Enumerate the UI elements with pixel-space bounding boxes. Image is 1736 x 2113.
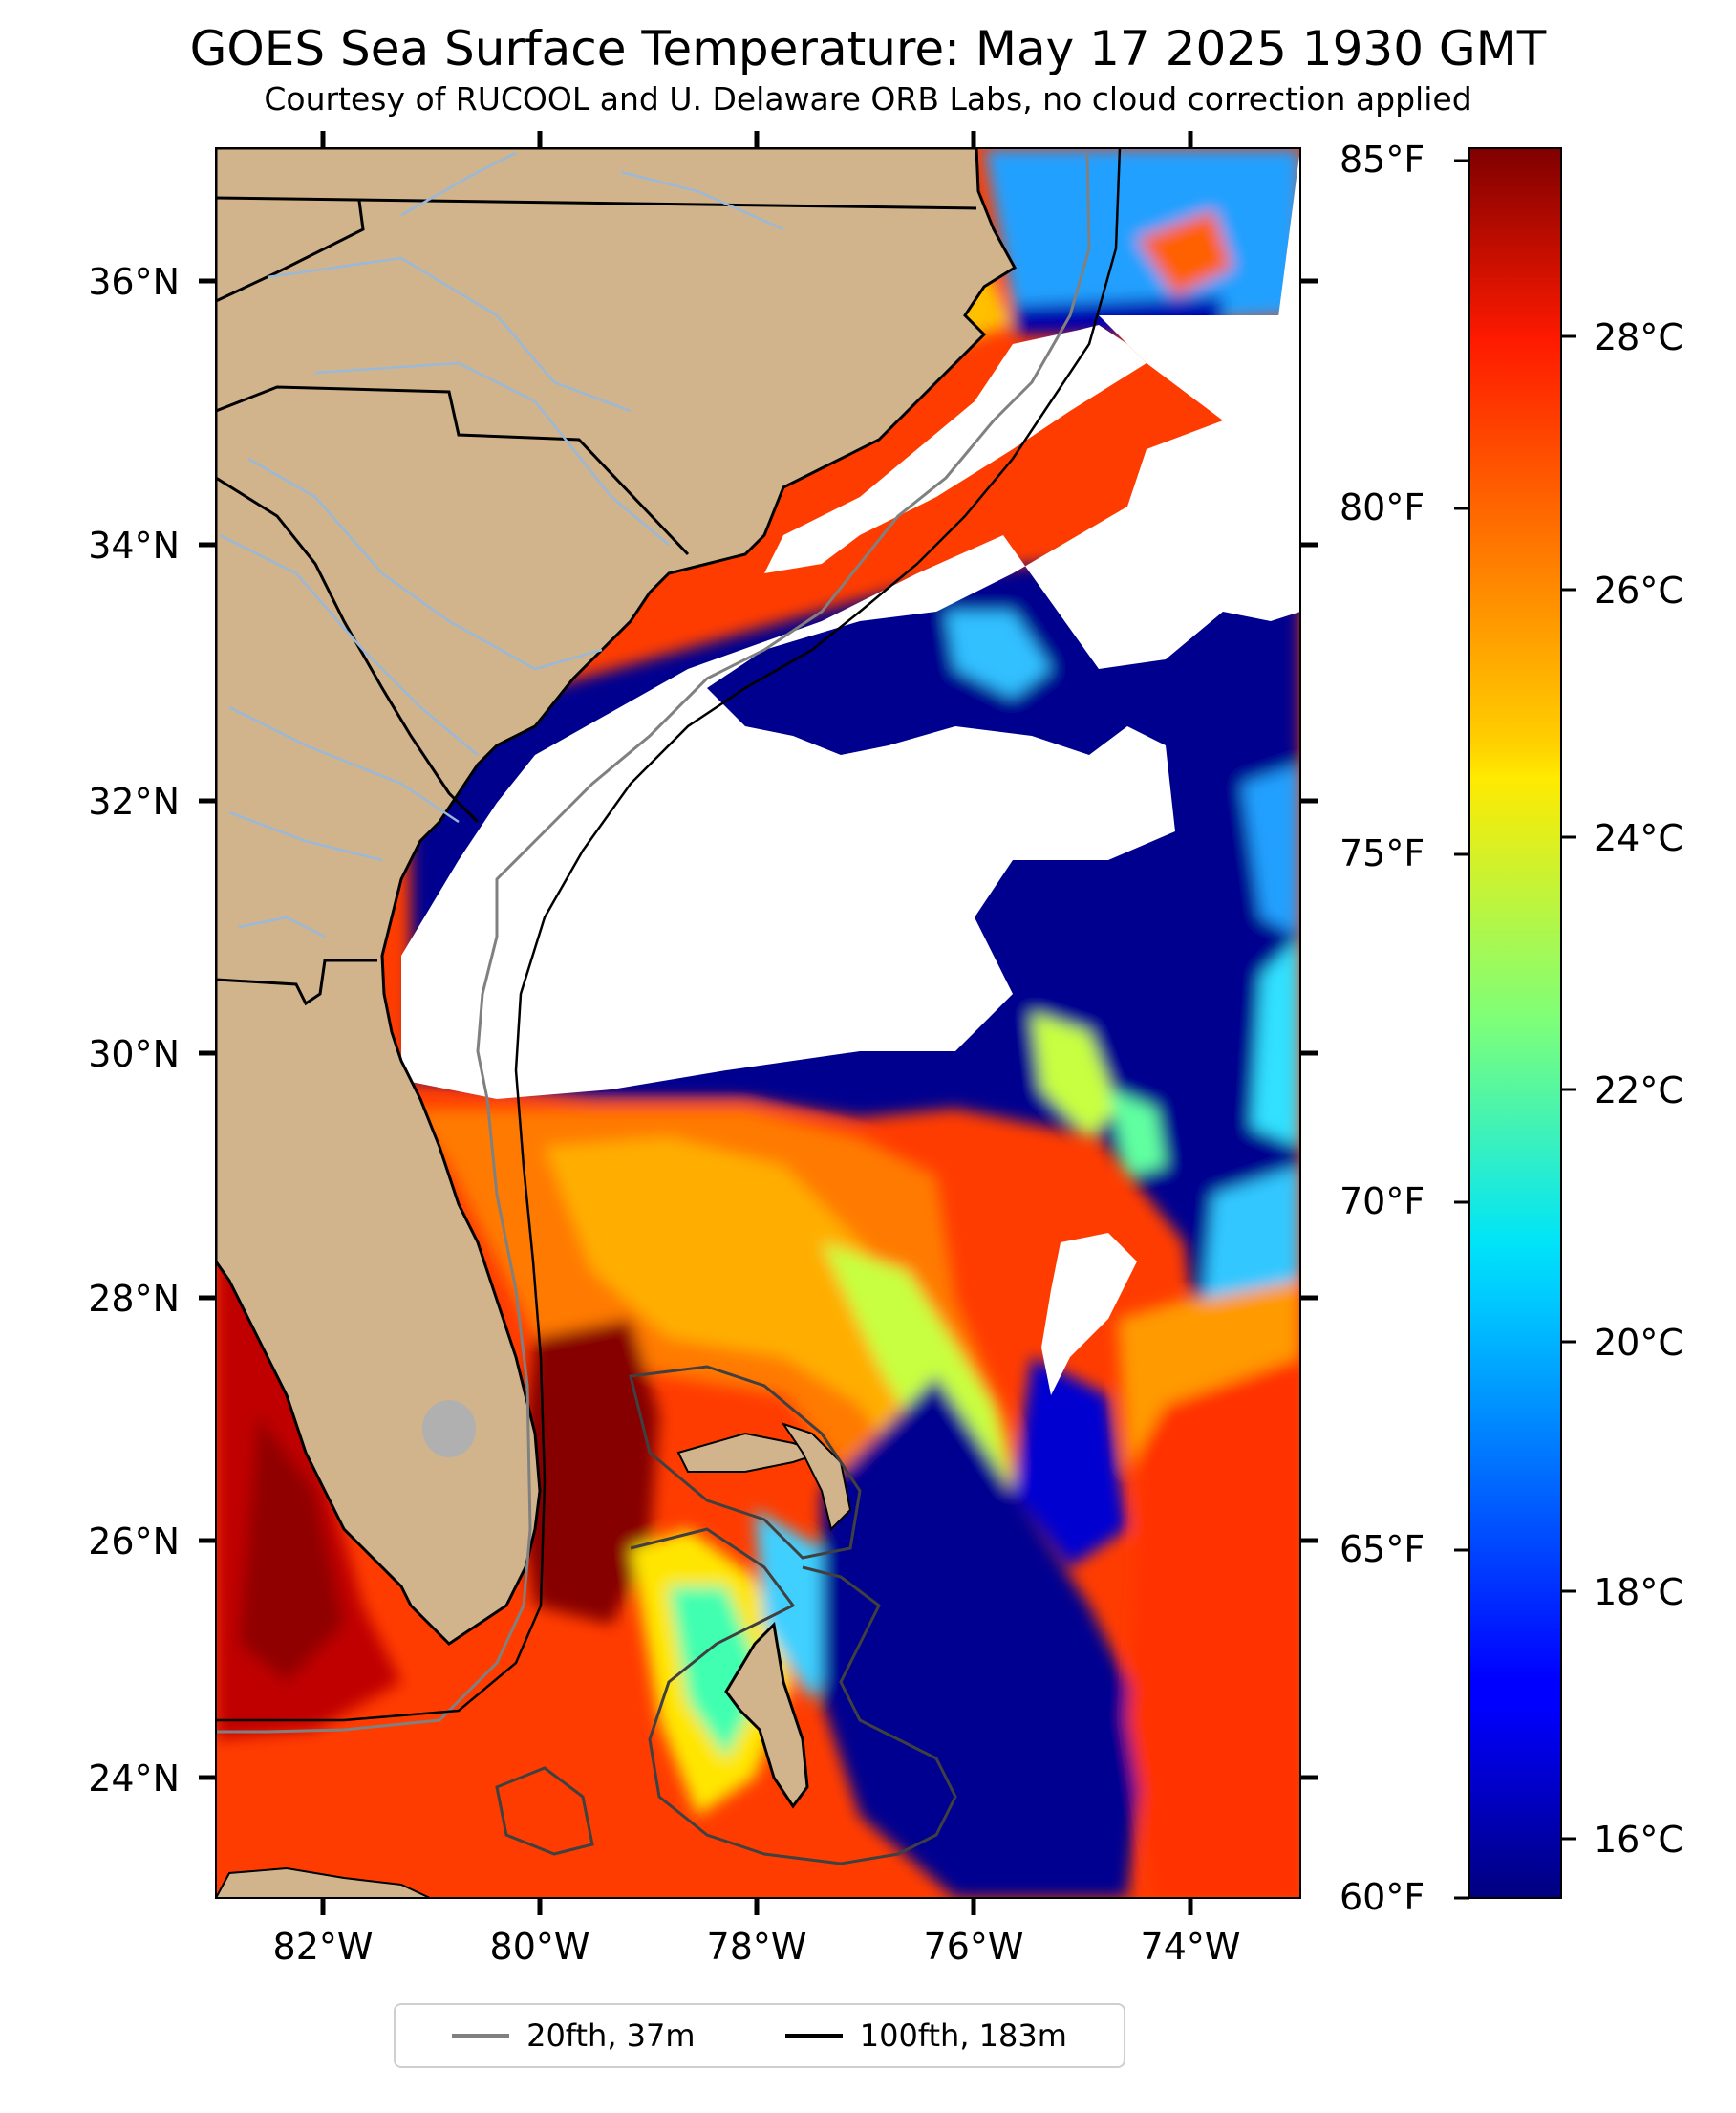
- colorbar-celsius-labels: 16°C 18°C 20°C 22°C 24°C 26°C 28°C: [1594, 316, 1683, 1861]
- lat-label-36: 36°N: [88, 261, 180, 303]
- chart-title: GOES Sea Surface Temperature: May 17 202…: [189, 21, 1547, 76]
- rivers: [219, 151, 784, 938]
- contour-grand-bahama-bank: [630, 1527, 957, 1865]
- lat-label-28: 28°N: [88, 1278, 180, 1320]
- land: [216, 148, 1017, 1898]
- f-label-70: 70°F: [1340, 1180, 1425, 1222]
- lon-label-82: 82°W: [273, 1926, 374, 1968]
- land-cuba: [216, 1866, 431, 1898]
- lat-label-26: 26°N: [88, 1520, 180, 1563]
- colorbar-fahrenheit-ticks: [1454, 159, 1469, 1900]
- lon-labels: 82°W 80°W 78°W 76°W 74°W: [273, 1926, 1241, 1968]
- legend-entry-100fth: 100fth, 183m: [784, 2017, 1067, 2054]
- lon-label-76: 76°W: [924, 1926, 1024, 1968]
- lat-labels: 36°N 34°N 32°N 30°N 28°N 26°N 24°N: [88, 261, 180, 1800]
- contour-100fth: [216, 148, 1122, 1722]
- lake-okeechobee: [422, 1400, 476, 1457]
- contour-bahamas-bank: [629, 1365, 862, 1560]
- lat-label-24: 24°N: [88, 1757, 180, 1800]
- legend-entry-20fth: 20fth, 37m: [452, 2017, 696, 2054]
- colorbar-celsius-ticks: [1561, 334, 1576, 1841]
- land-andros: [724, 1621, 809, 1809]
- lon-label-80: 80°W: [490, 1926, 590, 1968]
- land-abaco: [781, 1422, 852, 1531]
- f-label-65: 65°F: [1340, 1528, 1425, 1570]
- legend-line-20fth: [452, 2034, 510, 2038]
- c-label-16: 16°C: [1594, 1819, 1683, 1861]
- lat-label-30: 30°N: [88, 1033, 180, 1075]
- lon-label-74: 74°W: [1141, 1926, 1241, 1968]
- contour-20fth: [216, 152, 1091, 1734]
- bathymetry: [216, 148, 1122, 1865]
- legend-label-20fth: 20fth, 37m: [526, 2017, 696, 2054]
- c-label-28: 28°C: [1594, 316, 1683, 358]
- cloud-mask: [401, 148, 1300, 1395]
- c-label-20: 20°C: [1594, 1322, 1683, 1364]
- c-label-26: 26°C: [1594, 570, 1683, 612]
- lat-label-34: 34°N: [88, 525, 180, 567]
- legend-label-100fth: 100fth, 183m: [859, 2017, 1067, 2054]
- lon-label-78: 78°W: [707, 1926, 807, 1968]
- f-label-75: 75°F: [1340, 832, 1425, 874]
- legend: 20fth, 37m 100fth, 183m: [394, 2003, 1125, 2068]
- f-label-60: 60°F: [1340, 1876, 1425, 1918]
- land-us-mainland: [216, 148, 1017, 1646]
- colorbar-fahrenheit-labels: 60°F 65°F 70°F 75°F 80°F 85°F: [1340, 139, 1425, 1918]
- lat-label-32: 32°N: [88, 781, 180, 823]
- map-ticks: [199, 131, 1318, 1915]
- c-label-24: 24°C: [1594, 817, 1683, 859]
- state-borders: [216, 196, 977, 1006]
- contour-cay-sal: [495, 1766, 594, 1856]
- c-label-18: 18°C: [1594, 1571, 1683, 1613]
- colorbar: [1468, 147, 1562, 1899]
- legend-line-100fth: [784, 2034, 843, 2038]
- f-label-85: 85°F: [1340, 139, 1425, 181]
- c-label-22: 22°C: [1594, 1069, 1683, 1111]
- f-label-80: 80°F: [1340, 486, 1425, 528]
- chart-subtitle: Courtesy of RUCOOL and U. Delaware ORB L…: [264, 80, 1472, 118]
